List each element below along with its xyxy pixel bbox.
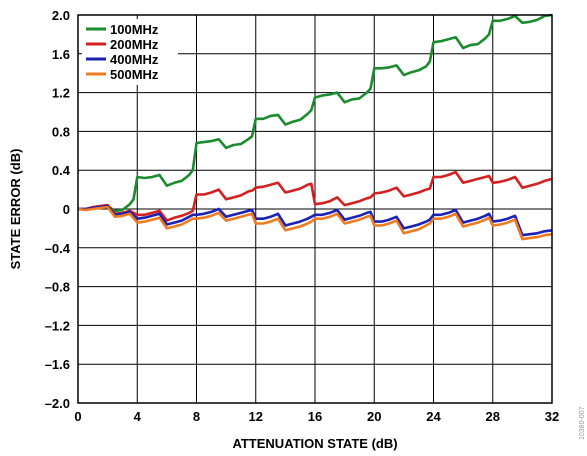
x-tick-label: 24 (426, 409, 441, 424)
y-tick-labels: 2.0 1.6 1.2 0.8 0.4 0 –0.4 –0.8 –1.2 –1.6 –2.0 (45, 8, 71, 411)
y-tick-label: –1.6 (45, 357, 70, 372)
y-tick-label: –0.4 (45, 241, 71, 256)
y-tick-label: 2.0 (52, 8, 70, 23)
legend-label: 200MHz (110, 37, 159, 52)
series-line-200mhz (78, 170, 553, 222)
y-tick-label: 0.4 (52, 163, 71, 178)
x-tick-label: 12 (249, 409, 263, 424)
plot-frame (77, 14, 553, 404)
x-tick-labels: 0 4 8 12 16 20 24 28 32 (74, 409, 559, 424)
series-line-100mhz (78, 13, 553, 213)
y-tick-label: 0.8 (52, 124, 70, 139)
x-tick-label: 8 (193, 409, 200, 424)
x-tick-label: 0 (74, 409, 81, 424)
x-tick-label: 20 (367, 409, 381, 424)
y-tick-label: –2.0 (45, 396, 70, 411)
legend-label: 100MHz (110, 22, 159, 37)
x-axis-title: ATTENUATION STATE (dB) (232, 436, 397, 451)
y-tick-label: –1.2 (45, 318, 70, 333)
series-lines (77, 13, 553, 241)
legend-label: 500MHz (110, 67, 159, 82)
y-axis-title: STATE ERROR (dB) (8, 149, 23, 270)
y-tick-label: –0.8 (45, 280, 70, 295)
series-line-500mhz (77, 205, 553, 241)
y-tick-label: 0 (63, 202, 70, 217)
x-tick-label: 4 (134, 409, 142, 424)
y-tick-label: 1.6 (52, 47, 70, 62)
x-tick-label: 16 (308, 409, 322, 424)
figure-code: 10380-007 (579, 406, 586, 440)
y-tick-label: 1.2 (52, 86, 70, 101)
x-tick-label: 28 (486, 409, 500, 424)
x-tick-label: 32 (545, 409, 559, 424)
series-line-400mhz (78, 204, 553, 237)
legend-label: 400MHz (110, 52, 159, 67)
